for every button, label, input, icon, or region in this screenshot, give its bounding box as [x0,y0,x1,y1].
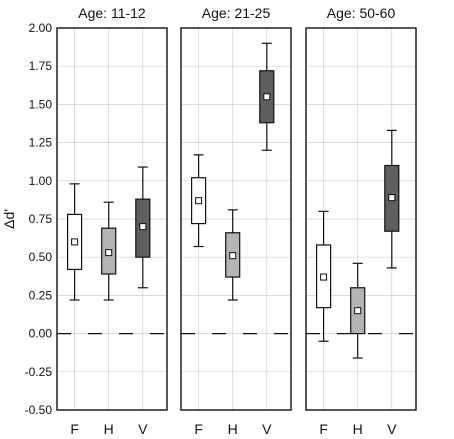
mean-marker [229,252,237,260]
panel-title: Age: 21-25 [202,5,271,21]
y-tick-label: 2.00 [29,21,53,35]
panel: Age: 21-25 F H V [180,5,292,437]
x-tick-label: F [70,421,79,437]
mean-marker [354,307,362,315]
panel: Age: 50-60 F H V [305,5,417,437]
chart-panels: Age: 11-12 F H V Age: 21-25 F H V Age: 50-60 F H V [56,5,417,437]
panel-title: Age: 50-60 [327,5,396,21]
x-tick-label: V [387,421,397,437]
y-tick-label: -0.25 [25,365,53,379]
x-tick-label: V [138,421,148,437]
x-tick-label: H [104,421,114,437]
mean-marker [71,238,79,246]
panel-frame [180,27,292,411]
y-axis-ticks: -0.50 -0.25 0.00 0.25 0.50 0.75 1.00 1.25 1.50 1.… [25,21,53,417]
y-tick-label: -0.50 [25,403,53,417]
y-tick-label: 1.75 [29,59,53,73]
mean-marker [105,249,113,257]
mean-marker [139,223,147,231]
y-tick-label: 1.50 [29,97,53,111]
y-tick-label: 0.50 [29,250,53,264]
mean-marker [388,194,396,202]
x-tick-label: V [262,421,272,437]
y-tick-label: 0.25 [29,288,53,302]
y-axis-label: Δd' [1,209,17,229]
mean-marker [320,273,328,281]
panel: Age: 11-12 F H V [56,5,168,437]
panel-frame [305,27,417,411]
mean-marker [263,93,271,101]
x-tick-label: F [319,421,328,437]
x-tick-label: H [228,421,238,437]
x-tick-label: F [194,421,203,437]
x-tick-label: H [353,421,363,437]
y-tick-label: 0.00 [29,327,53,341]
y-tick-label: 1.00 [29,174,53,188]
panel-frame [56,27,168,411]
mean-marker [195,197,203,205]
y-tick-label: 1.25 [29,136,53,150]
y-tick-label: 0.75 [29,212,53,226]
panel-title: Age: 11-12 [78,5,146,21]
